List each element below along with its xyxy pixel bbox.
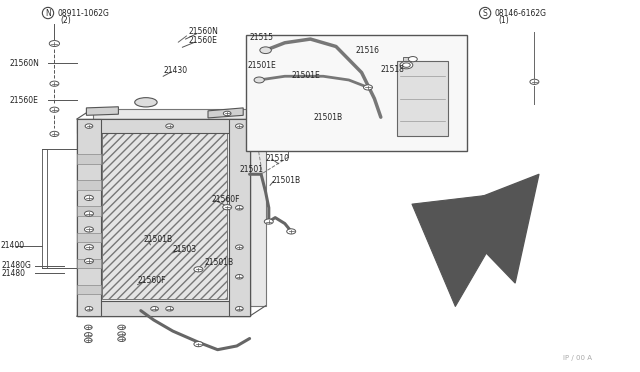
Bar [77, 119, 101, 316]
Bar [77, 119, 250, 133]
Circle shape [236, 205, 243, 210]
Text: 21501B: 21501B [205, 258, 234, 267]
Bar [93, 109, 266, 306]
Text: (1): (1) [498, 16, 509, 25]
Text: 21501B: 21501B [314, 113, 343, 122]
Circle shape [84, 259, 93, 264]
Bar [102, 132, 227, 299]
Text: S: S [483, 9, 488, 17]
Circle shape [254, 77, 264, 83]
Bar [77, 259, 101, 268]
Circle shape [84, 325, 92, 330]
Text: 21480: 21480 [2, 269, 26, 278]
Circle shape [118, 332, 125, 336]
Circle shape [236, 307, 243, 311]
Circle shape [223, 205, 232, 210]
Text: 21503: 21503 [173, 245, 197, 254]
Bar [77, 301, 250, 316]
Text: 21515: 21515 [250, 33, 274, 42]
Circle shape [400, 61, 413, 69]
Text: 08146-6162G: 08146-6162G [495, 9, 547, 17]
Bar [229, 119, 250, 316]
Circle shape [236, 245, 243, 250]
Bar [77, 119, 250, 316]
Circle shape [194, 267, 203, 272]
Text: 21560F: 21560F [211, 195, 240, 203]
Text: 21430: 21430 [163, 66, 188, 75]
Text: 21501: 21501 [240, 165, 264, 174]
Text: 21501B: 21501B [272, 176, 301, 185]
Circle shape [403, 63, 410, 67]
Circle shape [118, 337, 125, 341]
FancyArrowPatch shape [412, 191, 522, 307]
Circle shape [84, 211, 93, 216]
Circle shape [118, 325, 125, 330]
Circle shape [166, 307, 173, 311]
Polygon shape [208, 108, 243, 118]
Bar [403, 57, 411, 61]
Circle shape [85, 124, 93, 128]
Text: 21501B: 21501B [144, 235, 173, 244]
Bar [77, 232, 101, 242]
Polygon shape [86, 107, 118, 115]
Ellipse shape [135, 98, 157, 107]
Bar [77, 154, 101, 164]
Circle shape [194, 341, 203, 347]
Circle shape [84, 227, 93, 232]
Text: 21560F: 21560F [138, 276, 166, 285]
Text: 21560E: 21560E [189, 36, 218, 45]
Circle shape [408, 57, 417, 62]
Bar [77, 285, 101, 294]
Text: 21516: 21516 [355, 46, 380, 55]
Circle shape [166, 124, 173, 128]
Text: FRONT: FRONT [480, 211, 512, 228]
Text: 21480G: 21480G [2, 262, 32, 270]
Text: 21560E: 21560E [10, 96, 38, 105]
Bar [77, 180, 101, 190]
Circle shape [50, 81, 59, 86]
Circle shape [151, 307, 159, 311]
Text: 21400: 21400 [1, 241, 25, 250]
Text: N: N [45, 9, 51, 17]
Bar [42, 149, 47, 268]
Text: 21501E: 21501E [248, 61, 276, 70]
Text: 21510: 21510 [266, 154, 289, 163]
Text: (2): (2) [61, 16, 72, 25]
Circle shape [530, 79, 539, 84]
Circle shape [84, 338, 92, 343]
Circle shape [50, 131, 59, 137]
Circle shape [264, 219, 273, 224]
Text: 21501E: 21501E [291, 71, 320, 80]
Circle shape [50, 107, 59, 112]
Bar [397, 61, 448, 136]
Circle shape [49, 41, 60, 46]
Bar [246, 35, 467, 151]
Circle shape [85, 307, 93, 311]
Circle shape [236, 124, 243, 128]
Text: 21560N: 21560N [189, 27, 219, 36]
Circle shape [84, 195, 93, 201]
Text: 21560N: 21560N [10, 59, 40, 68]
Circle shape [260, 47, 271, 54]
Text: IP / 00 A: IP / 00 A [563, 355, 592, 361]
Text: 21518: 21518 [381, 65, 404, 74]
Circle shape [84, 245, 93, 250]
Circle shape [236, 275, 243, 279]
Bar [118, 122, 243, 291]
Text: 08911-1062G: 08911-1062G [58, 9, 109, 17]
Bar [77, 206, 101, 216]
Circle shape [364, 85, 372, 90]
Circle shape [287, 229, 296, 234]
Circle shape [84, 333, 92, 337]
Circle shape [223, 111, 231, 116]
